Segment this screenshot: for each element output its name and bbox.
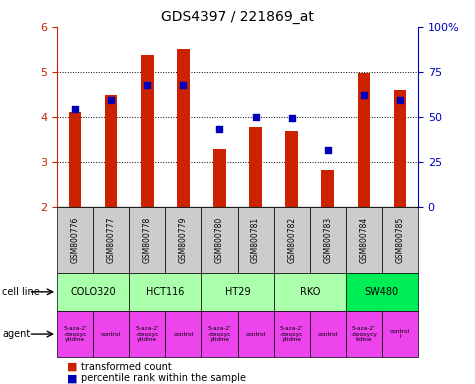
Point — [396, 97, 404, 103]
Bar — [238, 207, 274, 273]
Point — [180, 81, 187, 88]
Bar — [105, 94, 117, 207]
Text: cell line: cell line — [2, 287, 40, 297]
Bar — [310, 207, 346, 273]
Text: GSM800776: GSM800776 — [71, 217, 79, 263]
Text: GSM800783: GSM800783 — [323, 217, 332, 263]
Point — [360, 93, 368, 99]
Text: GSM800780: GSM800780 — [215, 217, 224, 263]
Bar — [93, 207, 129, 273]
Bar — [238, 311, 274, 357]
Bar — [165, 207, 201, 273]
Text: GSM800785: GSM800785 — [396, 217, 404, 263]
Text: HT29: HT29 — [225, 287, 250, 297]
Title: GDS4397 / 221869_at: GDS4397 / 221869_at — [161, 10, 314, 25]
Text: GSM800777: GSM800777 — [107, 217, 115, 263]
Bar — [274, 273, 346, 311]
Text: COLO320: COLO320 — [70, 287, 116, 297]
Bar — [274, 311, 310, 357]
Point — [252, 114, 259, 120]
Bar — [129, 207, 165, 273]
Point — [71, 106, 79, 113]
Text: percentile rank within the sample: percentile rank within the sample — [81, 373, 246, 383]
Bar — [129, 311, 165, 357]
Bar — [93, 311, 129, 357]
Text: 5-aza-2'
-deoxyc
ytidine: 5-aza-2' -deoxyc ytidine — [280, 326, 304, 342]
Text: GSM800778: GSM800778 — [143, 217, 152, 263]
Bar — [358, 73, 370, 207]
Point — [324, 147, 332, 153]
Bar — [201, 273, 274, 311]
Bar — [57, 207, 93, 273]
Text: 5-aza-2'
-deoxyc
ytidine: 5-aza-2' -deoxyc ytidine — [208, 326, 231, 342]
Bar — [213, 149, 226, 207]
Bar — [285, 131, 298, 207]
Text: HCT116: HCT116 — [146, 287, 184, 297]
Bar — [394, 90, 406, 207]
Bar — [129, 273, 201, 311]
Point — [216, 126, 223, 132]
Bar — [382, 311, 418, 357]
Text: GSM800784: GSM800784 — [360, 217, 368, 263]
Bar — [201, 207, 238, 273]
Text: 5-aza-2'
-deoxyc
ytidine: 5-aza-2' -deoxyc ytidine — [135, 326, 159, 342]
Text: ■: ■ — [66, 373, 77, 383]
Bar — [165, 311, 201, 357]
Bar — [322, 170, 334, 207]
Bar — [346, 207, 382, 273]
Bar — [346, 311, 382, 357]
Point — [288, 116, 295, 122]
Text: GSM800781: GSM800781 — [251, 217, 260, 263]
Text: control
l: control l — [390, 329, 410, 339]
Bar — [57, 311, 93, 357]
Text: 5-aza-2'
-deoxycy
tidine: 5-aza-2' -deoxycy tidine — [351, 326, 377, 342]
Text: RKO: RKO — [300, 287, 320, 297]
Bar — [346, 273, 418, 311]
Text: GSM800782: GSM800782 — [287, 217, 296, 263]
Bar — [201, 311, 238, 357]
Text: transformed count: transformed count — [81, 362, 171, 372]
Text: 5-aza-2'
-deoxyc
ytidine: 5-aza-2' -deoxyc ytidine — [63, 326, 87, 342]
Text: SW480: SW480 — [365, 287, 399, 297]
Point — [143, 81, 151, 88]
Bar — [57, 273, 129, 311]
Text: control: control — [318, 331, 338, 337]
Text: control: control — [173, 331, 193, 337]
Text: ■: ■ — [66, 362, 77, 372]
Bar — [177, 48, 190, 207]
Bar — [69, 112, 81, 207]
Bar — [274, 207, 310, 273]
Point — [107, 97, 115, 103]
Bar — [310, 311, 346, 357]
Bar — [249, 127, 262, 207]
Text: agent: agent — [2, 329, 30, 339]
Text: control: control — [101, 331, 121, 337]
Text: control: control — [246, 331, 266, 337]
Bar — [382, 207, 418, 273]
Text: GSM800779: GSM800779 — [179, 217, 188, 263]
Bar — [141, 55, 153, 207]
